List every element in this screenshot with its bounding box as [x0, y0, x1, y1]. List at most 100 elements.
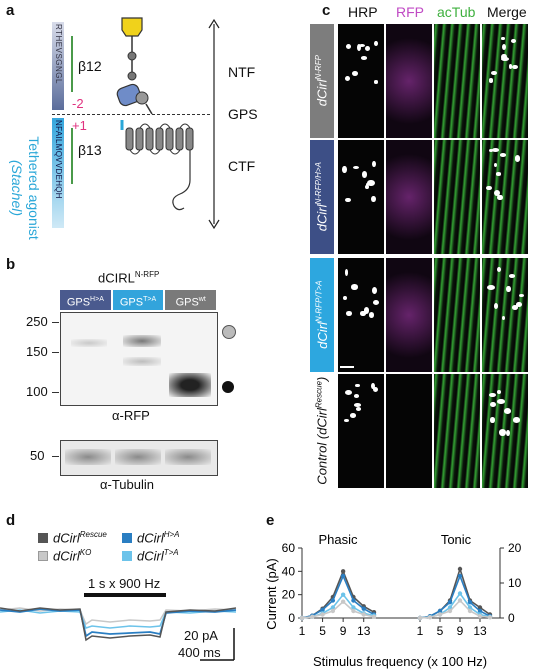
row-label-0: dCirlN-RFP — [310, 24, 334, 138]
data-point — [330, 608, 336, 614]
y-tick-label-left: 60 — [282, 541, 296, 555]
legend-swatch-ko — [38, 550, 48, 561]
micrograph-r1-c1 — [386, 140, 432, 254]
gps-label: GPS — [228, 106, 258, 122]
data-point — [351, 598, 356, 603]
frequency-chart: Phasic Tonic Current (pA) Stimulus frequ… — [264, 532, 522, 669]
bouton — [342, 165, 347, 173]
receptor-cartoon — [116, 17, 194, 211]
bouton — [488, 392, 496, 398]
lane-ha-base: GPS — [66, 296, 91, 309]
x-tick-label: 13 — [357, 624, 371, 638]
row-label-3: Control (dCirlRescue) — [310, 374, 334, 488]
bouton — [345, 44, 352, 50]
bouton — [361, 171, 368, 178]
scale-y-label: 20 pA — [184, 628, 218, 643]
bouton — [370, 383, 375, 390]
tubulin-antibody-label: α-Tubulin — [100, 477, 154, 492]
bouton — [509, 274, 516, 279]
data-point — [447, 605, 453, 610]
beta13-bar — [71, 128, 73, 184]
bouton — [371, 196, 376, 203]
data-point — [457, 591, 463, 596]
bouton — [511, 38, 516, 43]
bouton — [355, 407, 362, 412]
bouton — [368, 311, 375, 318]
data-point — [340, 569, 346, 574]
data-point — [417, 615, 423, 621]
gps-divider — [52, 114, 210, 115]
bouton — [498, 429, 507, 437]
bouton — [343, 296, 347, 301]
scale-x-label: 400 ms — [178, 645, 221, 660]
lane-header-ta: GPST>A — [112, 290, 164, 310]
micrograph-r3-c3 — [482, 374, 528, 488]
bouton — [372, 299, 380, 305]
blot-title-base: dCIRL — [98, 270, 135, 286]
bouton — [365, 184, 370, 190]
beta12-label: β12 — [78, 58, 102, 74]
data-point — [467, 608, 473, 614]
panel-b-label: b — [6, 256, 16, 273]
x-tick-label: 13 — [473, 624, 487, 638]
x-tick-label: 9 — [340, 624, 347, 638]
lane-headers: GPSH>A GPST>A GPSwt — [60, 290, 217, 310]
data-point — [320, 607, 325, 613]
micrograph-r0-c1 — [386, 24, 432, 138]
y-tick-label-right: 10 — [508, 576, 522, 590]
lane-header-wt: GPSwt — [165, 290, 217, 310]
y-tick-label-right: 0 — [508, 611, 515, 625]
micrograph-r1-c3 — [482, 140, 528, 254]
data-point — [457, 573, 463, 579]
ctf-sequence-text: NFAILMQVVDEHQH — [54, 120, 63, 199]
data-point — [467, 605, 473, 610]
bouton — [358, 43, 366, 48]
micrograph-r0-c0 — [338, 24, 384, 138]
bouton — [496, 389, 502, 395]
bouton — [516, 302, 522, 307]
ntf-sequence-strip — [52, 22, 64, 110]
micrograph-r0-c3 — [482, 24, 528, 138]
micrograph-r3-c0 — [338, 374, 384, 488]
row-label-text-2: dCirlN-RFP/T>A — [314, 280, 330, 350]
data-point — [477, 614, 483, 619]
bouton — [363, 307, 370, 315]
legend-ko-label: dCirlKO — [53, 548, 92, 564]
bouton — [502, 43, 507, 51]
bouton — [495, 172, 501, 176]
data-point — [330, 598, 336, 603]
blot-title-sup: N-RFP — [134, 270, 160, 279]
data-point — [487, 615, 493, 620]
band-tub-2 — [115, 449, 161, 465]
data-point — [477, 608, 483, 614]
marker-tick-50 — [52, 456, 59, 457]
phasic-title: Phasic — [318, 532, 358, 547]
bouton — [344, 75, 350, 81]
marker-100: 100 — [26, 384, 48, 399]
plus1-label: +1 — [72, 118, 87, 133]
bouton — [501, 53, 507, 61]
series-line — [301, 569, 375, 619]
bouton — [372, 286, 378, 294]
marker-250: 250 — [26, 314, 48, 329]
bouton — [344, 269, 349, 276]
grey-circle-icon — [222, 325, 236, 339]
y-tick-label-left: 20 — [282, 588, 296, 602]
micrograph-r2-c0 — [338, 258, 384, 372]
data-point — [299, 615, 305, 621]
tethered-agonist-label: Tethered agonist (Stachel) — [2, 118, 42, 258]
micrograph-r1-c0 — [338, 140, 384, 254]
bouton — [353, 402, 361, 407]
rfp-blot — [60, 312, 218, 406]
micrograph-r2-c1 — [386, 258, 432, 372]
y-tick-label-right: 20 — [508, 541, 522, 555]
legend-ta-label: dCirlT>A — [137, 548, 179, 564]
micrograph-r2-c3 — [482, 258, 528, 372]
panel-c-label: c — [322, 2, 331, 19]
data-point — [320, 612, 325, 617]
data-point — [427, 615, 433, 620]
col-merge: Merge — [487, 4, 527, 20]
bouton — [344, 390, 353, 396]
row-label-2: dCirlN-RFP/T>A — [310, 258, 334, 372]
bouton — [487, 285, 495, 291]
